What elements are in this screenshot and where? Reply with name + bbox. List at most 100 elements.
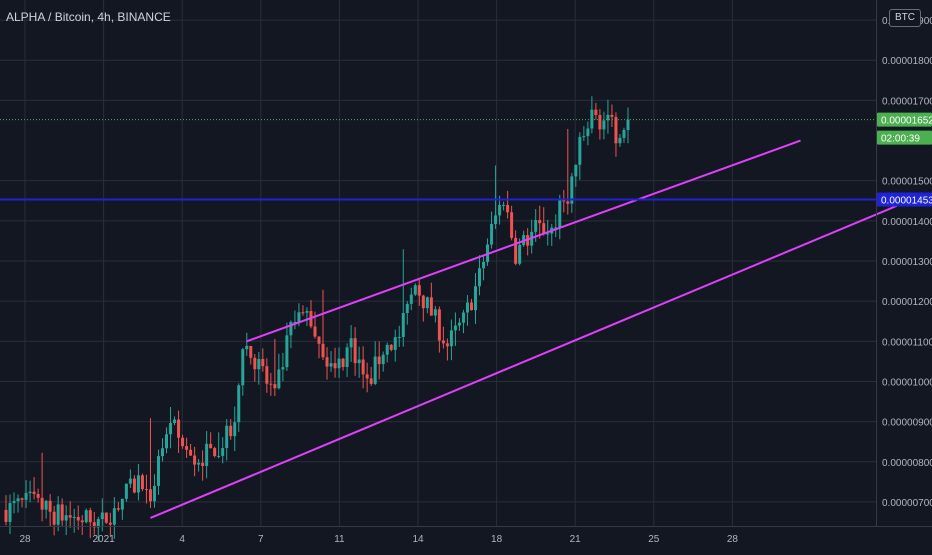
candle-down bbox=[317, 336, 321, 344]
candle-down bbox=[92, 522, 96, 528]
candle-up bbox=[225, 425, 229, 449]
candle-up bbox=[618, 137, 622, 144]
candle-up bbox=[257, 359, 261, 370]
candle-down bbox=[469, 302, 473, 311]
candle-down bbox=[421, 295, 425, 309]
candle-up bbox=[449, 330, 453, 347]
time-axis-border bbox=[0, 526, 932, 527]
candle-down bbox=[333, 363, 337, 369]
candle-down bbox=[313, 326, 317, 337]
candle-down bbox=[361, 359, 365, 375]
candle-down bbox=[389, 344, 393, 350]
candle-up bbox=[136, 475, 140, 493]
candle-down bbox=[193, 455, 197, 465]
candle-up bbox=[8, 503, 12, 522]
candle-down bbox=[181, 437, 185, 447]
candle-down bbox=[265, 366, 269, 384]
candle-up bbox=[124, 483, 128, 499]
time-tick-label: 18 bbox=[491, 534, 503, 545]
candle-up bbox=[622, 129, 626, 138]
candle-up bbox=[337, 358, 341, 369]
candle-down bbox=[341, 358, 345, 367]
candle-up bbox=[409, 294, 413, 304]
horizontal-level-badge-label: 0.00001453 bbox=[881, 196, 932, 207]
candle-down bbox=[189, 449, 193, 456]
candle-down bbox=[429, 297, 433, 316]
candle-up bbox=[606, 114, 610, 121]
time-tick-label: 2021 bbox=[92, 534, 115, 545]
candle-up bbox=[165, 434, 169, 449]
candle-up bbox=[128, 478, 132, 484]
candle-up bbox=[570, 176, 574, 204]
candle-up bbox=[24, 493, 28, 500]
candle-up bbox=[241, 349, 245, 386]
price-tick-label: 0.00001700 bbox=[882, 96, 932, 107]
candle-up bbox=[626, 119, 630, 130]
candle-down bbox=[538, 220, 542, 224]
candle-down bbox=[140, 475, 144, 490]
candle-up bbox=[120, 498, 124, 510]
candle-down bbox=[365, 374, 369, 379]
candle-up bbox=[373, 356, 377, 384]
time-tick-label: 14 bbox=[412, 534, 424, 545]
candle-up bbox=[578, 137, 582, 165]
candle-down bbox=[249, 345, 253, 358]
candle-up bbox=[237, 385, 241, 423]
candle-up bbox=[44, 500, 48, 510]
candle-up bbox=[285, 335, 289, 368]
candle-down bbox=[437, 309, 441, 341]
candle-up bbox=[602, 120, 606, 130]
candle-up bbox=[518, 244, 522, 264]
time-tick-label: 28 bbox=[727, 534, 739, 545]
candle-up bbox=[64, 515, 68, 521]
candle-up bbox=[197, 462, 201, 465]
channel-line bbox=[150, 199, 910, 519]
candle-up bbox=[461, 312, 465, 323]
candle-down bbox=[76, 516, 80, 521]
candle-up bbox=[534, 220, 538, 232]
price-tick-label: 0.00001000 bbox=[882, 377, 932, 388]
candle-up bbox=[453, 325, 457, 331]
candle-down bbox=[321, 343, 325, 358]
candle-up bbox=[293, 321, 297, 323]
candle-up bbox=[16, 498, 20, 502]
candle-down bbox=[441, 340, 445, 344]
price-tick-label: 0.00001500 bbox=[882, 177, 932, 188]
candle-down bbox=[104, 512, 108, 523]
candle-up bbox=[433, 309, 437, 316]
candle-up bbox=[72, 516, 76, 518]
candle-up bbox=[502, 204, 506, 206]
candle-up bbox=[349, 338, 353, 348]
candle-down bbox=[52, 511, 56, 525]
candle-up bbox=[12, 501, 16, 504]
candle-up bbox=[96, 519, 100, 528]
candle-down bbox=[614, 116, 618, 144]
candle-up bbox=[173, 419, 177, 423]
candle-down bbox=[269, 383, 273, 385]
price-tick-label: 0.00001800 bbox=[882, 56, 932, 67]
symbol-title: ALPHA / Bitcoin, 4h, BINANCE bbox=[6, 10, 171, 24]
candle-up bbox=[397, 337, 401, 339]
candle-up bbox=[112, 508, 116, 525]
candle-down bbox=[108, 522, 112, 525]
candle-down bbox=[261, 359, 265, 367]
candle-down bbox=[417, 285, 421, 296]
candle-up bbox=[357, 359, 361, 364]
candle-up bbox=[574, 164, 578, 177]
candle-up bbox=[152, 485, 156, 502]
candle-down bbox=[301, 312, 305, 314]
candle-up bbox=[586, 128, 590, 137]
candle-up bbox=[546, 233, 550, 235]
candle-down bbox=[201, 462, 205, 466]
candle-down bbox=[445, 343, 449, 347]
candle-down bbox=[353, 338, 357, 364]
candle-up bbox=[329, 363, 333, 367]
time-tick-label: 28 bbox=[19, 534, 31, 545]
candle-down bbox=[88, 510, 92, 523]
time-tick-label: 21 bbox=[570, 534, 582, 545]
candle-down bbox=[610, 114, 614, 117]
currency-badge[interactable]: BTC bbox=[889, 9, 921, 27]
countdown-badge-label: 02:00:39 bbox=[881, 134, 920, 145]
